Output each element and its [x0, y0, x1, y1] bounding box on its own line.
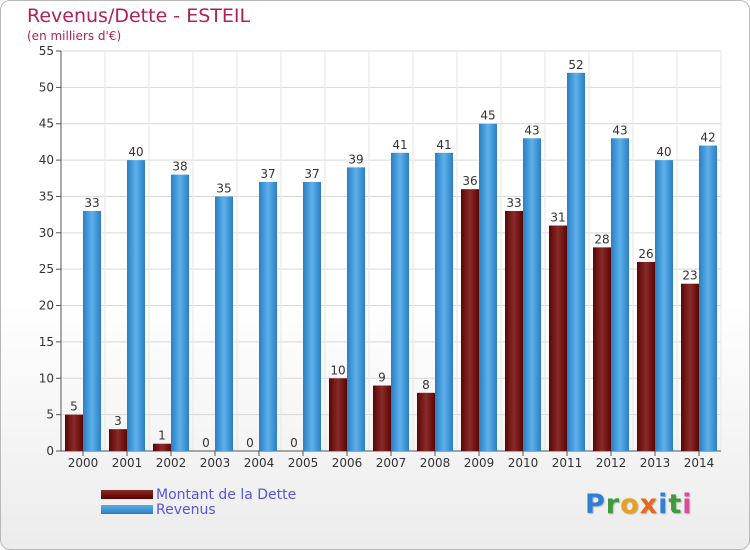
legend-label-revenus: Revenus — [156, 502, 216, 518]
legend-swatch-dette — [101, 490, 153, 499]
bar-revenus — [567, 72, 585, 452]
bar-dette — [681, 283, 699, 451]
bar-dette — [329, 378, 347, 451]
bar-revenus — [127, 160, 145, 451]
x-tick-label: 2008 — [420, 456, 451, 470]
bar-revenus — [523, 138, 541, 452]
data-label-revenus: 37 — [260, 167, 275, 181]
x-tick-label: 2014 — [684, 456, 715, 470]
data-label-revenus: 41 — [392, 138, 407, 152]
y-tick-label: 0 — [46, 444, 54, 458]
data-label-revenus: 41 — [436, 138, 451, 152]
data-label-dette: 1 — [158, 429, 166, 443]
bar-revenus — [83, 211, 101, 451]
legend-label-dette: Montant de la Dette — [156, 487, 297, 503]
bar-revenus — [699, 145, 717, 451]
data-label-revenus: 45 — [480, 109, 495, 123]
data-label-dette: 9 — [378, 371, 386, 385]
bar-revenus — [391, 152, 409, 451]
data-label-dette: 0 — [202, 436, 210, 450]
x-tick-label: 2012 — [596, 456, 627, 470]
data-label-revenus: 43 — [612, 123, 627, 137]
data-label-revenus: 43 — [524, 123, 539, 137]
bar-dette — [593, 247, 611, 451]
bar-dette — [65, 414, 83, 451]
y-tick-label: 15 — [39, 335, 54, 349]
bar-revenus — [347, 167, 365, 451]
data-label-dette: 8 — [422, 378, 430, 392]
bar-revenus — [479, 123, 497, 452]
bar-dette — [549, 225, 567, 451]
data-label-dette: 10 — [330, 363, 345, 377]
x-tick-label: 2010 — [508, 456, 539, 470]
data-label-dette: 36 — [462, 174, 477, 188]
y-tick-label: 5 — [46, 408, 54, 422]
data-label-revenus: 37 — [304, 167, 319, 181]
chart-title: Revenus/Dette - ESTEIL — [27, 5, 251, 27]
data-label-revenus: 38 — [172, 160, 187, 174]
x-tick-label: 2002 — [156, 456, 187, 470]
bar-revenus — [259, 181, 277, 451]
bar-revenus — [171, 174, 189, 452]
data-label-revenus: 39 — [348, 152, 363, 166]
bar-revenus — [435, 152, 453, 451]
y-tick-label: 10 — [39, 371, 54, 385]
x-tick-label: 2005 — [288, 456, 319, 470]
proxiti-logo: Proxiti — [585, 489, 693, 520]
data-label-revenus: 42 — [700, 131, 715, 145]
data-label-dette: 5 — [70, 400, 78, 414]
bar-dette — [637, 261, 655, 451]
y-tick-label: 50 — [39, 80, 54, 94]
data-label-dette: 0 — [290, 436, 298, 450]
data-label-revenus: 33 — [84, 196, 99, 210]
x-tick-label: 2003 — [200, 456, 231, 470]
x-tick-label: 2011 — [552, 456, 583, 470]
legend-swatch-revenus — [101, 505, 153, 514]
data-label-dette: 31 — [550, 211, 565, 225]
labels: 5333401380350370371039941841364533433152… — [70, 58, 715, 450]
y-tick-label: 35 — [39, 189, 54, 203]
bar-revenus — [655, 160, 673, 451]
y-tick-label: 25 — [39, 262, 54, 276]
data-label-dette: 0 — [246, 436, 254, 450]
bar-dette — [461, 189, 479, 451]
data-label-dette: 26 — [638, 247, 653, 261]
y-tick-label: 55 — [39, 44, 54, 58]
bar-revenus — [611, 138, 629, 452]
data-label-dette: 33 — [506, 196, 521, 210]
x-tick-label: 2004 — [244, 456, 275, 470]
bar-dette — [417, 392, 435, 451]
data-label-revenus: 52 — [568, 58, 583, 72]
chart-subtitle: (en milliers d'€) — [27, 29, 122, 43]
x-tick-label: 2000 — [68, 456, 99, 470]
bar-dette — [109, 429, 127, 451]
bars — [65, 72, 717, 452]
data-label-revenus: 40 — [128, 145, 143, 159]
bar-dette — [153, 443, 171, 451]
y-tick-label: 20 — [39, 299, 54, 313]
x-tick-label: 2009 — [464, 456, 495, 470]
data-label-revenus: 35 — [216, 181, 231, 195]
x-tick-label: 2013 — [640, 456, 671, 470]
bar-dette — [505, 211, 523, 451]
data-label-dette: 23 — [682, 269, 697, 283]
bar-dette — [373, 385, 391, 451]
y-tick-label: 40 — [39, 153, 54, 167]
data-label-revenus: 40 — [656, 145, 671, 159]
bar-revenus — [303, 181, 321, 451]
bar-revenus — [215, 196, 233, 451]
data-label-dette: 28 — [594, 232, 609, 246]
y-tick-label: 45 — [39, 117, 54, 131]
x-tick-label: 2007 — [376, 456, 407, 470]
y-tick-label: 30 — [39, 226, 54, 240]
data-label-dette: 3 — [114, 414, 122, 428]
x-tick-label: 2006 — [332, 456, 363, 470]
x-tick-label: 2001 — [112, 456, 143, 470]
